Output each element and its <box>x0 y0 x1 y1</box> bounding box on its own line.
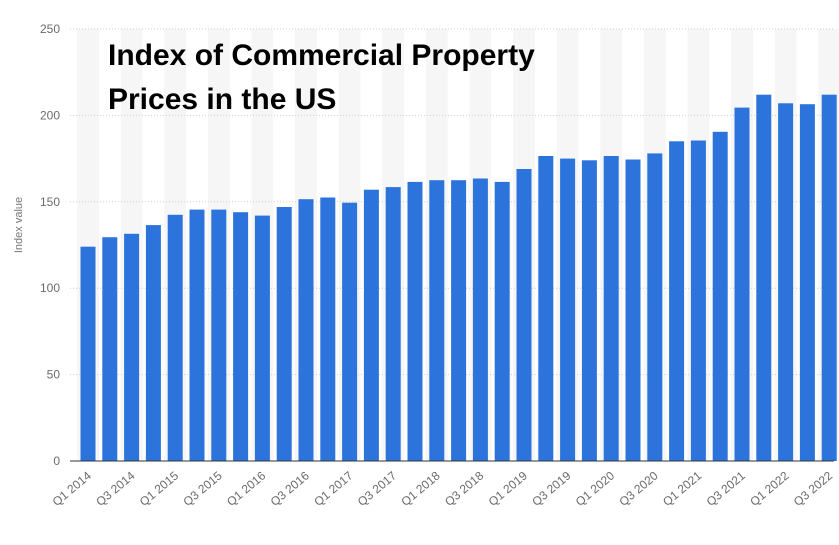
bar-q1-2017[interactable] <box>342 202 358 461</box>
bar-q4-2016[interactable] <box>320 197 336 462</box>
bar-q2-2022[interactable] <box>799 104 815 461</box>
bar-q4-2015[interactable] <box>233 212 249 461</box>
y-tick-label: 200 <box>40 108 60 122</box>
y-axis-title: Index value <box>13 197 25 253</box>
bar-q4-2014[interactable] <box>145 225 161 461</box>
bar-q1-2020[interactable] <box>603 156 619 461</box>
x-tick-label: Q3 2019 <box>529 468 574 509</box>
bar-q2-2021[interactable] <box>712 131 728 462</box>
bar-q3-2015[interactable] <box>211 209 227 461</box>
x-tick-label: Q3 2020 <box>616 468 661 509</box>
x-tick-label: Q3 2014 <box>93 468 138 509</box>
bar-q3-2014[interactable] <box>124 233 140 461</box>
bar-q2-2018[interactable] <box>451 180 467 461</box>
x-tick-label: Q1 2014 <box>50 468 95 509</box>
bar-q3-2017[interactable] <box>385 187 401 461</box>
x-tick-label: Q3 2016 <box>268 468 313 509</box>
bar-q1-2014[interactable] <box>80 246 96 461</box>
x-tick-label: Q1 2020 <box>573 468 618 509</box>
x-tick-label: Q3 2022 <box>791 468 836 509</box>
x-tick-label: Q3 2021 <box>704 468 749 509</box>
bar-q3-2019[interactable] <box>560 158 576 461</box>
x-tick-label: Q3 2018 <box>442 468 487 509</box>
bar-q1-2022[interactable] <box>778 103 794 462</box>
chart-title-line-2: Prices in the US <box>108 83 337 116</box>
bar-q1-2018[interactable] <box>429 180 445 461</box>
y-tick-label: 250 <box>40 22 60 36</box>
chart-title: Index of Commercial Property Prices in t… <box>108 34 628 122</box>
x-tick-label: Q3 2015 <box>180 468 225 509</box>
x-tick-label: Q1 2015 <box>137 468 182 509</box>
bar-q2-2017[interactable] <box>363 189 379 461</box>
bar-q4-2019[interactable] <box>581 160 597 462</box>
bar-q2-2014[interactable] <box>102 237 118 461</box>
x-tick-label: Q1 2016 <box>224 468 269 509</box>
bar-q1-2015[interactable] <box>167 214 183 461</box>
x-tick-label: Q1 2021 <box>660 468 705 509</box>
x-tick-label: Q1 2022 <box>747 468 792 509</box>
x-tick-label: Q1 2017 <box>311 468 356 509</box>
bar-q3-2022[interactable] <box>821 94 837 461</box>
bar-q4-2021[interactable] <box>756 94 772 461</box>
bar-q1-2019[interactable] <box>516 169 532 461</box>
bar-q2-2019[interactable] <box>538 156 554 461</box>
bar-q4-2017[interactable] <box>407 181 423 461</box>
bar-q4-2020[interactable] <box>669 141 685 462</box>
y-tick-label: 100 <box>40 281 60 295</box>
bar-q1-2021[interactable] <box>690 140 706 462</box>
bar-q1-2016[interactable] <box>254 215 270 461</box>
y-tick-label: 50 <box>47 368 61 382</box>
bar-q4-2018[interactable] <box>494 181 510 461</box>
bar-q2-2020[interactable] <box>625 159 641 462</box>
bar-q3-2020[interactable] <box>647 153 663 461</box>
x-tick-label: Q1 2019 <box>486 468 531 509</box>
x-tick-label: Q1 2018 <box>398 468 443 509</box>
bar-q2-2015[interactable] <box>189 209 205 461</box>
x-tick-label: Q3 2017 <box>355 468 400 509</box>
bar-q3-2021[interactable] <box>734 107 750 461</box>
bar-q3-2018[interactable] <box>472 178 488 462</box>
y-tick-label: 0 <box>53 454 60 468</box>
bar-q3-2016[interactable] <box>298 199 314 461</box>
y-tick-label: 150 <box>40 195 60 209</box>
chart-title-line-1: Index of Commercial Property <box>108 39 535 72</box>
bar-q2-2016[interactable] <box>276 207 292 461</box>
